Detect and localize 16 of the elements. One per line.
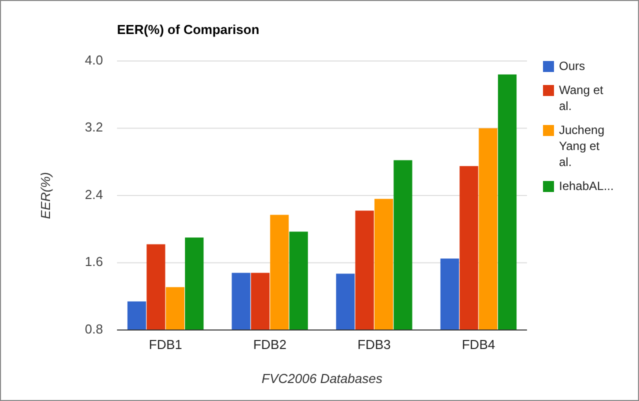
x-tick-label: FDB2 (253, 337, 286, 352)
legend-label: IehabAL... (559, 179, 614, 194)
x-axis-title: FVC2006 Databases (262, 371, 383, 386)
x-tick-label: FDB4 (462, 337, 496, 352)
legend-label: Ours (559, 59, 586, 74)
x-tick-label: FDB1 (148, 337, 182, 352)
x-tick-label: FDB3 (358, 337, 391, 352)
y-axis-title: EER(%) (38, 172, 53, 219)
y-tick-label: 4.0 (84, 52, 103, 68)
chart-title: EER(%) of Comparison (117, 22, 260, 37)
y-tick-label: 2.4 (84, 186, 103, 202)
y-tick-label: 3.2 (84, 120, 103, 135)
y-tick-label: 0.8 (84, 321, 103, 336)
legend-label: Jucheng Yang et al. (559, 123, 604, 170)
legend-label: Wang et al. (559, 83, 604, 114)
y-tick-label: 1.6 (84, 254, 103, 270)
